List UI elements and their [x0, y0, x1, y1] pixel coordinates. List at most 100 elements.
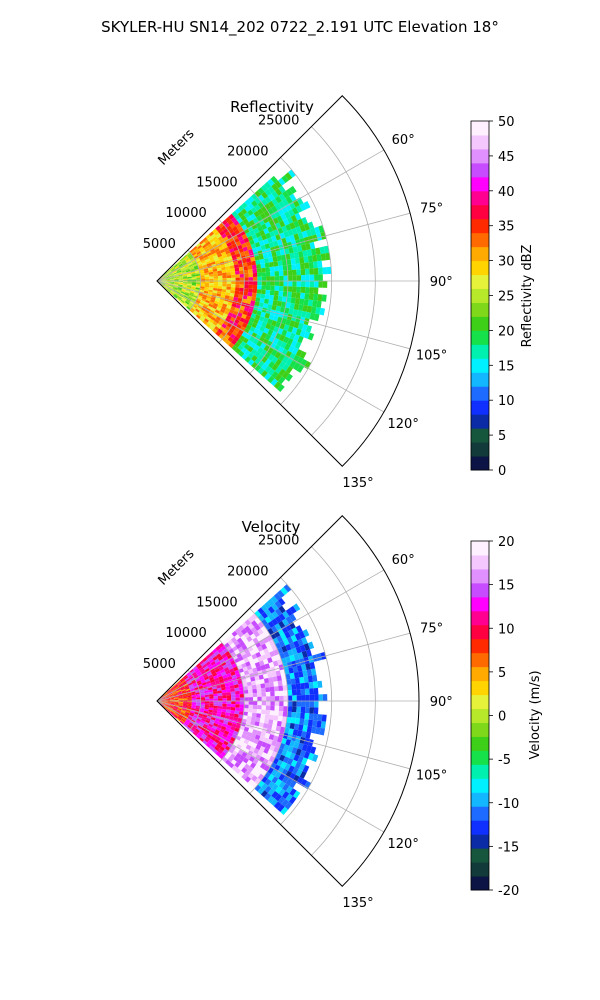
field-cell [173, 294, 178, 298]
field-cell [185, 678, 191, 683]
colorbar-tick-label: -5 [498, 753, 511, 768]
field-cell [235, 304, 241, 309]
field-cell [172, 707, 178, 711]
field-cell [267, 657, 273, 664]
field-cell [286, 216, 294, 224]
azimuth-tick-label: 75° [420, 201, 443, 216]
field-cell [208, 674, 214, 679]
field-cell [303, 201, 311, 210]
field-cell [212, 741, 218, 747]
field-cell [212, 686, 217, 690]
field-cell [286, 636, 294, 644]
field-cell [174, 293, 179, 297]
field-cell [196, 697, 201, 700]
reflectivity-colorbar-label: Reflectivity dBZ [520, 245, 535, 348]
field-cell [251, 233, 258, 240]
field-cell [238, 668, 244, 674]
field-cell [268, 219, 276, 227]
field-cell [205, 736, 211, 741]
field-cell [191, 702, 197, 705]
radial-tick-label: 5000 [143, 657, 176, 672]
field-cell [191, 277, 197, 280]
field-cell [210, 261, 216, 266]
field-cell [195, 249, 200, 254]
field-cell [226, 252, 232, 258]
field-cell [287, 706, 293, 713]
azimuth-tick-label: 135° [342, 896, 373, 911]
field-cell [307, 739, 314, 747]
field-cell [169, 696, 175, 699]
azimuth-tick-label: 120° [388, 837, 419, 852]
field-cell [169, 697, 175, 699]
field-cell [183, 302, 189, 307]
field-cell [268, 314, 275, 321]
field-cell [182, 723, 188, 728]
field-cell [265, 705, 271, 711]
field-cell [248, 336, 255, 343]
field-cell [287, 689, 293, 696]
field-cell [292, 695, 297, 701]
field-cell [233, 680, 239, 686]
field-cell [193, 715, 198, 719]
field-cell [264, 351, 271, 359]
field-cell [170, 701, 175, 703]
field-cell [259, 325, 266, 333]
field-cell [250, 243, 257, 249]
field-cell [297, 218, 304, 227]
field-cell [299, 736, 306, 744]
field-cell [261, 705, 267, 710]
field-cell [216, 290, 222, 295]
field-cell [186, 705, 192, 709]
colorbar-segment [471, 414, 489, 429]
field-cell [247, 330, 254, 337]
field-cell [161, 279, 166, 281]
field-cell [186, 306, 191, 311]
field-cell [186, 718, 191, 723]
field-cell [271, 724, 277, 731]
field-cell [287, 695, 293, 701]
field-cell [228, 342, 235, 349]
field-cell [259, 342, 267, 350]
field-cell [213, 273, 218, 277]
field-cell [237, 244, 243, 250]
field-cell [170, 687, 175, 691]
field-cell [167, 269, 171, 274]
field-cell [203, 674, 209, 679]
field-cell [250, 663, 257, 669]
field-cell [296, 286, 301, 293]
field-cell [210, 660, 216, 666]
field-cell [273, 681, 279, 687]
field-cell [263, 718, 270, 724]
field-cell [281, 254, 287, 261]
field-cell [254, 197, 262, 205]
colorbar-segment [471, 260, 489, 276]
field-cell [302, 725, 308, 732]
field-cell [234, 327, 240, 333]
field-cell [287, 281, 293, 287]
field-cell [295, 263, 301, 270]
field-cell [295, 659, 302, 667]
field-cell [239, 220, 246, 227]
field-cell [222, 275, 227, 279]
field-cell [263, 298, 270, 304]
field-cell [319, 727, 326, 736]
field-cell [231, 765, 238, 772]
field-cell [261, 783, 269, 791]
field-cell [231, 243, 238, 249]
field-cell [186, 692, 192, 695]
field-cell [288, 728, 294, 735]
field-cell [289, 332, 296, 340]
field-cell [173, 714, 178, 719]
field-cell [297, 232, 304, 240]
field-cell [243, 291, 249, 296]
field-cell [178, 698, 184, 701]
field-cell [241, 628, 248, 635]
field-cell [235, 707, 240, 712]
field-cell [264, 732, 271, 739]
field-cell [242, 218, 249, 225]
field-cell [260, 311, 266, 318]
field-cell [193, 247, 199, 252]
field-cell [300, 292, 305, 300]
field-cell [199, 317, 205, 322]
field-cell [222, 303, 228, 308]
